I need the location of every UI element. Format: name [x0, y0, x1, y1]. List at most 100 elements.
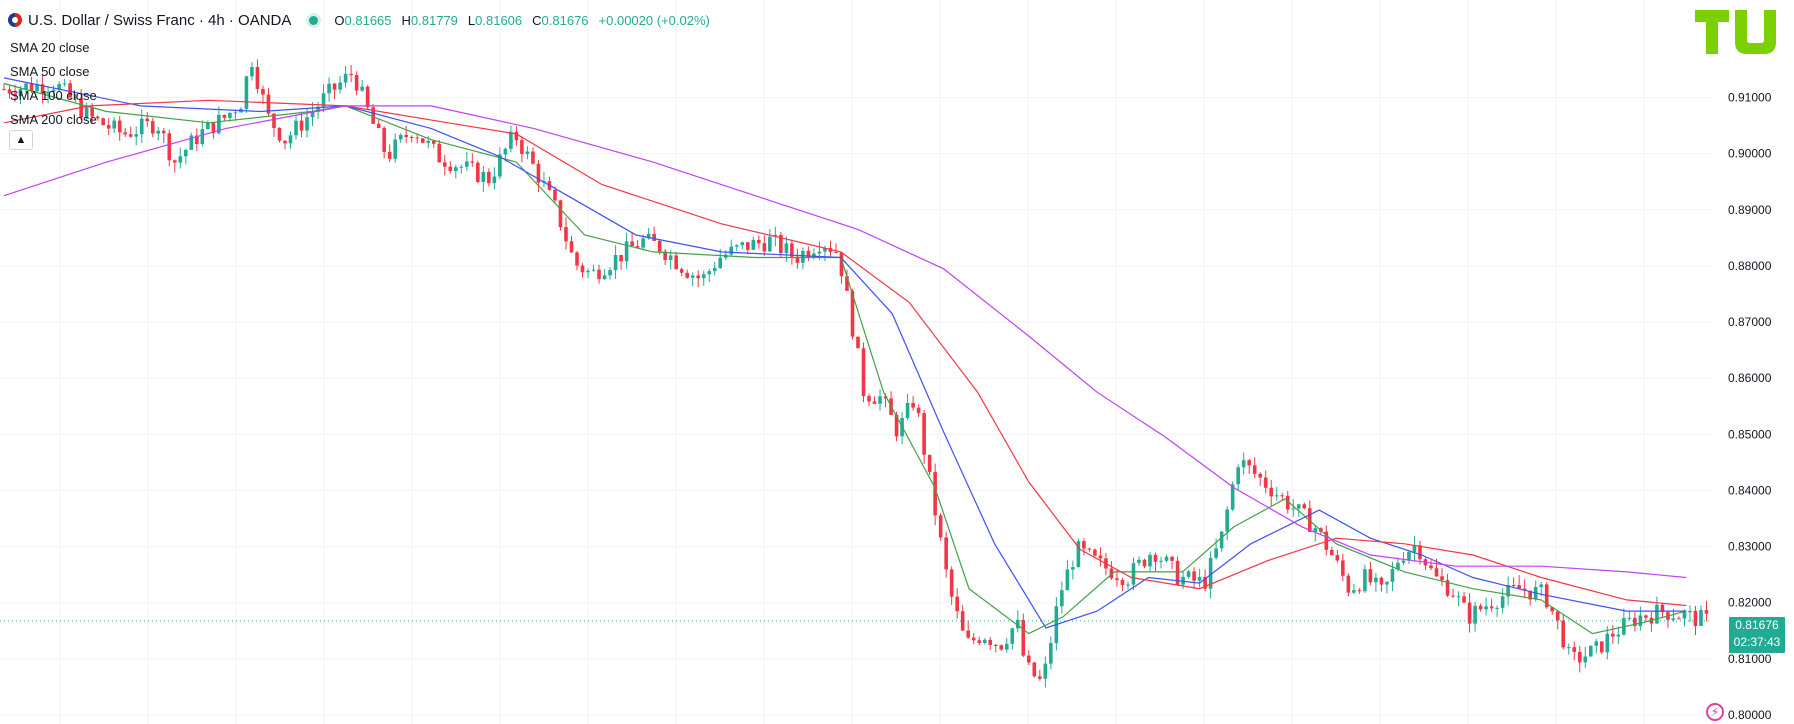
candle-body — [134, 134, 139, 137]
candle-body — [927, 454, 932, 472]
candle-body — [470, 161, 475, 163]
candle-body — [24, 83, 28, 90]
candle-body — [718, 257, 723, 268]
candle-body — [564, 227, 568, 242]
candle-body — [498, 154, 502, 177]
candle-body — [57, 84, 61, 90]
high-value: 0.81779 — [410, 12, 458, 28]
tradingview-logo-icon[interactable] — [1695, 10, 1780, 56]
candle-body — [977, 640, 982, 643]
candle-body — [123, 132, 128, 135]
candle-body — [459, 166, 464, 168]
candle-body — [95, 116, 100, 119]
change-value: +0.00020 (+0.02%) — [598, 12, 710, 28]
candle-body — [663, 251, 667, 260]
candle-body — [1605, 633, 1610, 653]
candle-body — [652, 233, 656, 241]
lightning-icon[interactable]: ⚡ — [1706, 703, 1724, 721]
open-label: O — [334, 12, 345, 28]
candle-body — [453, 167, 458, 172]
candle-body — [630, 241, 634, 247]
candle-body — [1539, 584, 1543, 588]
candle-body — [861, 348, 866, 397]
candle-body — [1688, 610, 1692, 613]
candle-body — [1374, 577, 1378, 583]
candle-body — [944, 537, 948, 570]
candle-body — [299, 120, 304, 131]
candle-body — [971, 637, 976, 641]
candle-body — [685, 272, 689, 278]
y-tick-label: 0.85000 — [1728, 427, 1772, 441]
candle-body — [266, 94, 271, 114]
candle-body — [1429, 565, 1433, 569]
candle-body — [1390, 569, 1395, 582]
sma-line-1 — [3, 82, 1687, 635]
candle-body — [1164, 556, 1169, 561]
candle-body — [217, 114, 221, 134]
y-tick-label: 0.83000 — [1728, 540, 1772, 554]
candle-body — [1049, 643, 1053, 664]
candle-body — [1313, 528, 1318, 532]
candle-body — [1043, 663, 1048, 679]
candle-body — [531, 151, 535, 164]
candle-body — [332, 83, 337, 90]
legend-sma200[interactable]: SMA 200 close — [10, 112, 97, 127]
candle-body — [729, 246, 734, 255]
candle-body — [1324, 531, 1329, 550]
candle-body — [184, 149, 188, 157]
symbol-title[interactable]: U.S. Dollar / Swiss Franc · 4h · OANDA — [28, 11, 292, 29]
close-label: C — [532, 12, 542, 28]
candle-body — [1418, 545, 1422, 560]
candle-body — [1462, 596, 1466, 603]
candle-body — [690, 275, 695, 278]
candle-body — [1170, 556, 1174, 561]
candle-body — [1506, 585, 1510, 597]
candle-body — [1027, 655, 1031, 663]
y-tick-label: 0.88000 — [1728, 259, 1772, 273]
candle-body — [1478, 605, 1483, 610]
candle-body — [294, 120, 298, 136]
candle-body — [1098, 555, 1103, 559]
candle-body — [415, 137, 420, 139]
chevron-up-icon[interactable]: ▲ — [9, 130, 33, 150]
candle-body — [933, 471, 937, 516]
candle-body — [1655, 604, 1659, 624]
candle-body — [966, 630, 970, 638]
candle-body — [1445, 580, 1450, 596]
candle-body — [520, 140, 524, 154]
candle-body — [1236, 467, 1240, 485]
candle-body — [376, 123, 381, 129]
candle-body — [1550, 607, 1555, 612]
candle-body — [2, 89, 6, 91]
candle-body — [465, 161, 469, 167]
candle-body — [613, 255, 618, 271]
candle-body — [200, 129, 205, 145]
candle-body — [1296, 504, 1301, 509]
candle-body — [40, 84, 45, 94]
candle-body — [646, 233, 651, 239]
legend-sma100[interactable]: SMA 100 close — [10, 88, 97, 103]
candle-body — [1440, 576, 1444, 581]
candle-body — [1269, 487, 1274, 497]
candle-body — [1434, 568, 1439, 577]
legend-sma50[interactable]: SMA 50 close — [10, 64, 90, 79]
candle-body — [156, 130, 161, 134]
candle-body — [1060, 590, 1064, 607]
legend-sma20[interactable]: SMA 20 close — [10, 40, 90, 55]
candle-body — [1644, 615, 1648, 618]
candle-body — [255, 66, 260, 89]
candle-body — [812, 253, 816, 258]
sma-line-2 — [3, 77, 1687, 629]
ohlc-readout: O0.81665 H0.81779 L0.81606 C0.81676 +0.0… — [334, 13, 709, 28]
candle-body — [1247, 460, 1251, 466]
candle-body — [1412, 545, 1417, 553]
candle-body — [1627, 617, 1632, 619]
candle-body — [161, 130, 166, 134]
candle-body — [431, 140, 436, 144]
y-tick-label: 0.90000 — [1728, 147, 1772, 161]
candle-body — [514, 131, 519, 141]
candle-body — [343, 73, 348, 83]
candle-body — [178, 156, 183, 163]
